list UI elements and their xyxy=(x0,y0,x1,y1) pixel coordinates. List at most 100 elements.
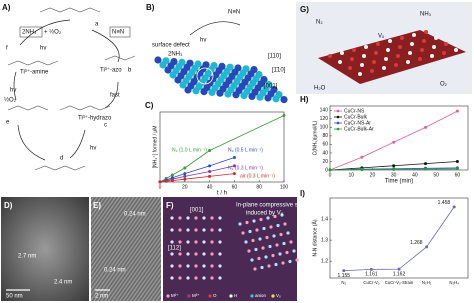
atom xyxy=(186,216,190,220)
arrow xyxy=(189,21,241,36)
note: 2NH₃ xyxy=(168,52,183,58)
atom xyxy=(384,57,388,61)
x-tick-label: 30 xyxy=(391,172,397,178)
legend-label: CuCr-Bulk-Ar xyxy=(344,126,374,132)
defect-circle xyxy=(196,67,214,85)
atom xyxy=(250,258,254,262)
atom xyxy=(275,243,279,247)
note: O₂ xyxy=(440,82,448,88)
panel-label: G) xyxy=(300,5,309,14)
molecule xyxy=(39,7,101,13)
legend-swatch xyxy=(336,115,340,119)
note: NH₃ xyxy=(420,12,432,18)
atom xyxy=(169,71,177,79)
background xyxy=(163,197,297,301)
atom xyxy=(194,264,198,268)
data-point xyxy=(424,162,428,166)
atom xyxy=(374,51,378,55)
data-point xyxy=(425,245,429,249)
atom xyxy=(178,264,182,268)
atom xyxy=(178,216,182,220)
data-point xyxy=(208,149,212,152)
data-point xyxy=(455,109,459,113)
atom xyxy=(280,96,288,104)
atom xyxy=(278,252,282,256)
data-point xyxy=(232,156,236,159)
series-label: N₂ (0.5 L min⁻¹) xyxy=(228,147,263,153)
atom xyxy=(340,51,344,55)
hrtem-image xyxy=(91,197,161,301)
atom xyxy=(422,39,426,43)
atom xyxy=(194,276,198,280)
panel-label: F) xyxy=(166,201,174,210)
data-point xyxy=(183,177,187,181)
atom xyxy=(424,30,428,34)
x-tick-label: 80 xyxy=(256,184,262,190)
atom xyxy=(261,246,265,250)
series-label: N₂ (0.3 L min⁻¹) xyxy=(228,165,263,171)
panel-label: H) xyxy=(300,95,309,104)
x-tick-label: 0 xyxy=(329,172,332,178)
legend-swatch xyxy=(208,294,212,298)
value-label: 1.458 xyxy=(438,200,451,206)
x-tick-label: N₂ xyxy=(341,280,346,285)
tem-image xyxy=(1,197,89,301)
y-tick-label: 140 xyxy=(320,108,329,114)
atom xyxy=(154,56,162,64)
atom xyxy=(271,253,275,258)
atom xyxy=(218,252,222,256)
legend-label: H xyxy=(234,293,237,298)
plot-frame xyxy=(159,111,285,183)
x-tick-label: CuCr-Vₒ xyxy=(363,280,379,285)
legend-label: CuCr-Bulk xyxy=(344,114,368,120)
atom xyxy=(178,252,182,256)
atom xyxy=(454,48,458,52)
note: induced by Vₒ xyxy=(246,211,284,217)
molecule xyxy=(7,60,59,66)
atom xyxy=(338,60,342,64)
panel-g: G) N₂ NH₃ H₂O O₂ Vₒ xyxy=(296,2,472,94)
atom xyxy=(434,36,438,40)
atom xyxy=(280,213,284,217)
step: c xyxy=(104,123,107,129)
atom xyxy=(202,240,206,244)
legend-swatch xyxy=(250,294,254,298)
atom xyxy=(348,66,352,70)
atom xyxy=(430,54,434,58)
atom xyxy=(251,238,255,243)
data-point xyxy=(455,167,459,171)
step: b xyxy=(128,68,132,74)
atom xyxy=(358,72,362,76)
atom xyxy=(218,276,222,280)
note: [001] xyxy=(190,208,204,214)
atom xyxy=(420,48,424,52)
atom xyxy=(259,217,263,222)
atom xyxy=(210,228,214,232)
atom xyxy=(241,231,245,235)
atom xyxy=(186,252,190,256)
legend-label: O xyxy=(213,293,217,298)
panel-label: A) xyxy=(2,3,11,12)
data-point xyxy=(183,172,187,176)
atom xyxy=(276,223,280,228)
data-point xyxy=(232,164,236,168)
atom xyxy=(396,54,400,58)
lattice xyxy=(318,30,466,84)
atom xyxy=(216,89,224,97)
panel-d: D) 2.7 nm 2.4 nm 50 nm xyxy=(1,197,89,301)
atom xyxy=(210,264,214,268)
atom xyxy=(272,234,276,238)
x-tick-label: N₂H₂ xyxy=(422,280,432,285)
x-tick-label: 20 xyxy=(370,172,376,178)
data-point xyxy=(170,173,174,177)
legend-swatch xyxy=(336,109,340,113)
atom xyxy=(202,264,206,268)
atom xyxy=(194,228,198,232)
atom xyxy=(264,255,268,259)
plot-frame xyxy=(329,105,469,171)
note: hv xyxy=(200,38,206,44)
data-point xyxy=(208,164,212,168)
atom xyxy=(159,61,167,69)
atom xyxy=(194,240,198,244)
legend-label: CuCr-NS xyxy=(344,108,365,114)
